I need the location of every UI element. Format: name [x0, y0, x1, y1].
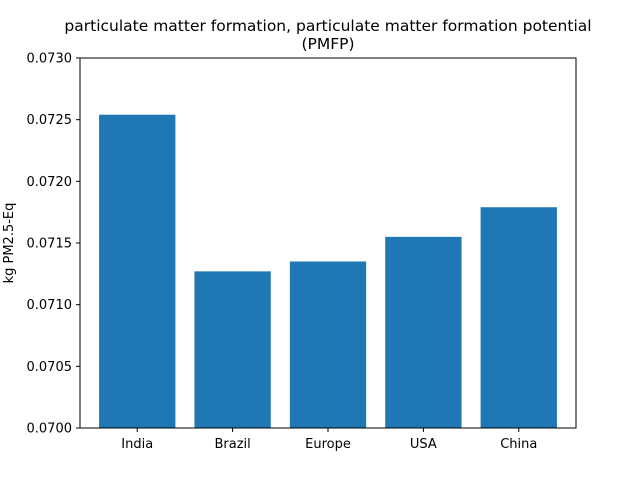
y-tick-label: 0.0730 [27, 52, 73, 67]
x-tick-label-china: China [500, 437, 537, 452]
chart-title-line-1: particulate matter formation, particulat… [64, 17, 591, 35]
y-tick-label: 0.0700 [27, 422, 73, 437]
plot-frame [79, 57, 577, 429]
y-axis-label: kg PM2.5-Eq [2, 203, 17, 284]
x-tick-label-europe: Europe [305, 437, 351, 452]
bar-brazil [194, 271, 271, 428]
bar-india [99, 114, 176, 428]
x-tick-label-brazil: Brazil [214, 437, 250, 452]
bar-china [480, 207, 557, 428]
y-tick-label: 0.0720 [27, 175, 73, 190]
y-tick-label: 0.0715 [27, 237, 73, 252]
x-tick-label-usa: USA [410, 437, 437, 452]
y-tick-label: 0.0725 [27, 113, 73, 128]
chart-title-line-2: (PMFP) [301, 35, 354, 53]
bar-europe [289, 261, 367, 428]
y-tick-label: 0.0705 [27, 360, 73, 375]
x-ticks-group: India Brazil Europe USA China [121, 428, 537, 452]
x-tick-label-india: India [121, 437, 153, 452]
bar-usa [385, 236, 462, 428]
y-tick-label: 0.0710 [27, 298, 73, 313]
y-ticks-group: 0.0700 0.0705 0.0710 0.0715 0.0720 0.0725 0.07… [27, 52, 80, 437]
bars-group [99, 114, 557, 428]
